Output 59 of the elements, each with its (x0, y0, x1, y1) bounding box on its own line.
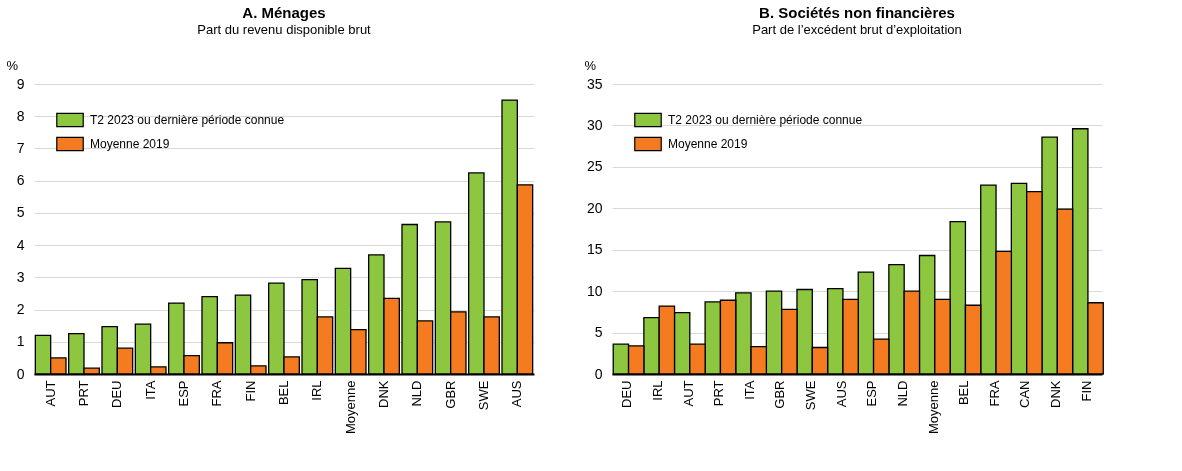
y-tick-label: 6 (16, 172, 25, 189)
x-tick-label: DNK (1048, 380, 1064, 408)
x-tick-label: DEU (109, 380, 125, 408)
x-tick-label: CAN (1017, 380, 1033, 408)
x-tick-label: ESP (864, 380, 880, 407)
x-tick-label: GBR (442, 380, 458, 409)
x-tick-label: FRA (209, 380, 225, 407)
x-tick-label: DNK (376, 380, 391, 408)
x-tick-label: GBR (772, 380, 788, 409)
x-tick-label: NLD (894, 380, 910, 407)
x-tick-label: AUT (42, 380, 58, 407)
chart-title: A. Ménages (242, 4, 326, 21)
x-tick-label: PRT (711, 380, 727, 407)
x-tick-label: ITA (142, 380, 158, 400)
x-tick-label: FRA (986, 380, 1002, 407)
x-tick-label: DEU (619, 380, 635, 408)
y-tick-label: 10 (586, 282, 603, 299)
y-axis-title: % (6, 57, 19, 73)
y-tick-label: 5 (594, 324, 603, 341)
y-tick-label: 35 (586, 75, 603, 92)
legend-label: Moyenne 2019 (90, 137, 170, 151)
x-tick-label: SWE (476, 380, 491, 411)
x-tick-label: Moyenne (925, 380, 941, 434)
y-tick-label: 2 (16, 301, 25, 318)
y-tick-label: 1 (16, 333, 25, 350)
x-tick-label: Moyenne (342, 380, 358, 434)
y-tick-label: 3 (16, 268, 25, 285)
x-tick-label: IRL (649, 380, 665, 401)
x-tick-label: SWE (803, 380, 819, 411)
y-tick-label: 15 (586, 241, 603, 258)
legend-label: T2 2023 ou dernière période connue (668, 113, 863, 127)
legend-label: T2 2023 ou dernière période connue (90, 113, 285, 127)
x-tick-label: NLD (409, 380, 425, 407)
y-tick-label: 8 (16, 107, 25, 124)
y-tick-label: 0 (594, 365, 603, 382)
x-tick-label: ESP (176, 380, 191, 407)
x-tick-label: PRT (76, 380, 91, 407)
x-tick-label: AUS (509, 380, 525, 408)
chart-title: B. Sociétés non financières (759, 4, 955, 21)
x-tick-label: IRL (309, 380, 325, 401)
y-tick-label: 0 (16, 365, 25, 382)
x-tick-label: BEL (956, 380, 972, 406)
y-tick-label: 9 (16, 75, 25, 92)
chart-subtitle: Part du revenu disponible brut (197, 22, 372, 37)
x-tick-label: AUT (680, 380, 696, 407)
y-tick-label: 5 (16, 204, 25, 221)
y-tick-label: 25 (586, 158, 603, 175)
y-tick-label: 20 (586, 199, 603, 216)
x-tick-label: FIN (242, 380, 258, 402)
y-tick-label: 4 (16, 236, 25, 253)
x-tick-label: ITA (741, 380, 757, 400)
y-axis-title: % (584, 57, 597, 73)
legend-label: Moyenne 2019 (668, 137, 748, 151)
x-tick-label: BEL (276, 380, 291, 406)
y-tick-label: 30 (586, 116, 603, 133)
x-tick-label: FIN (1078, 380, 1094, 402)
chart-subtitle: Part de l’excédent brut d’exploitation (752, 22, 962, 37)
y-tick-label: 7 (16, 139, 25, 156)
x-tick-label: AUS (833, 380, 849, 408)
